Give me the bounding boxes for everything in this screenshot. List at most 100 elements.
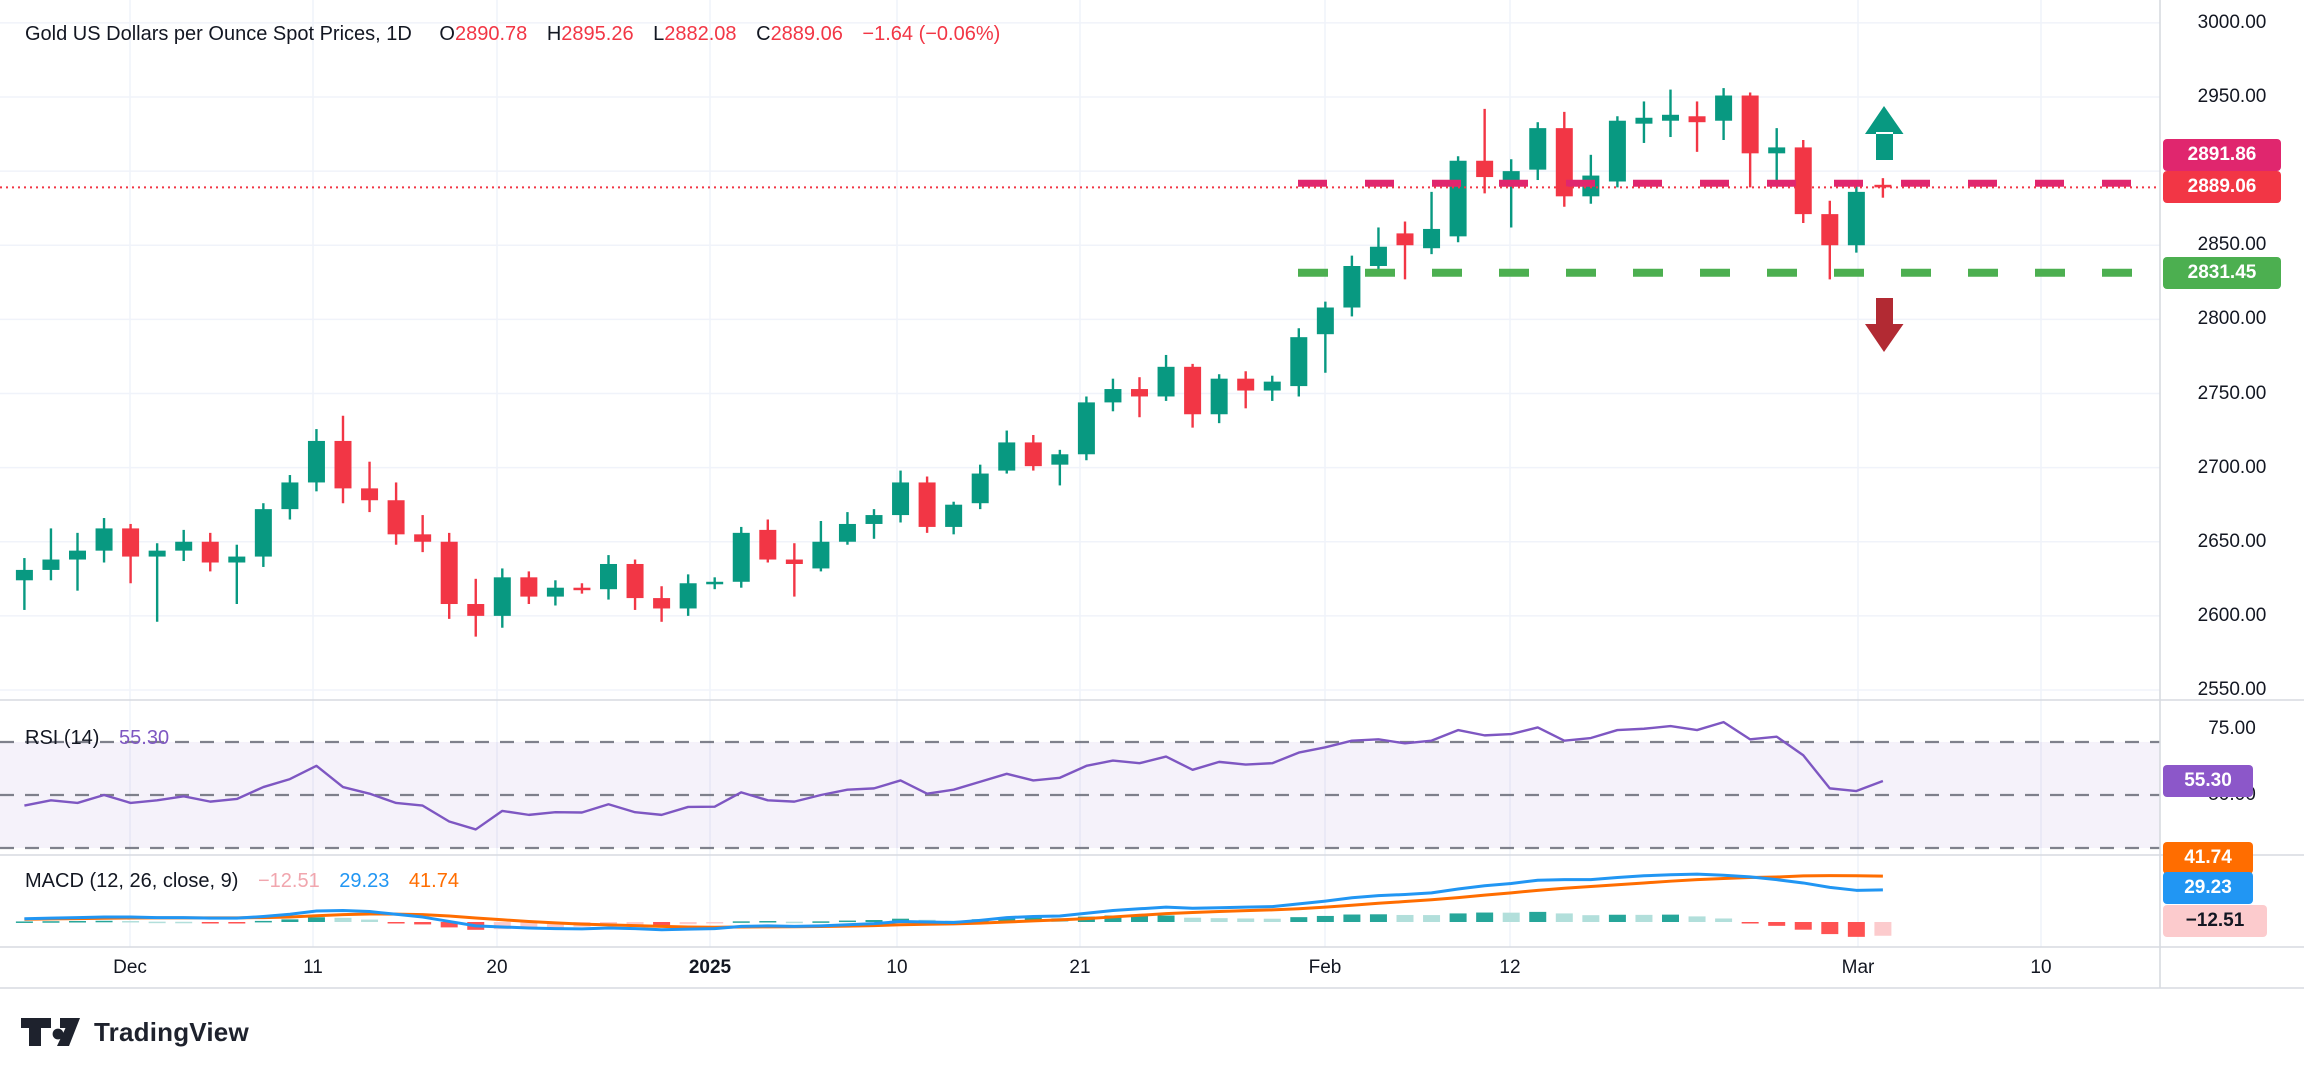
candle-body[interactable] (679, 583, 697, 609)
macd-histogram-bar (15, 921, 33, 923)
candle-body[interactable] (1396, 233, 1414, 246)
candle-body[interactable] (838, 523, 856, 542)
macd-legend[interactable]: MACD (12, 26, close, 9) −12.51 29.23 41.… (25, 870, 459, 893)
tradingview-logo[interactable]: TradingView (20, 1014, 249, 1050)
candle-body[interactable] (732, 532, 750, 582)
candle-body[interactable] (1529, 128, 1547, 170)
candle-body[interactable] (945, 504, 963, 527)
candle-body[interactable] (653, 598, 671, 609)
candle-body[interactable] (1210, 378, 1228, 415)
candle-body[interactable] (1157, 366, 1175, 397)
candle-body[interactable] (440, 541, 458, 605)
candle-body[interactable] (414, 534, 432, 542)
price-axis-label: 2600.00 (2197, 604, 2267, 626)
candle-body[interactable] (1794, 147, 1812, 215)
candle-body[interactable] (387, 500, 405, 535)
candle-body[interactable] (1821, 214, 1839, 246)
candle-body[interactable] (1104, 389, 1122, 403)
candle-body[interactable] (812, 541, 830, 569)
macd-histogram-bar (759, 921, 777, 923)
candle-body[interactable] (573, 587, 591, 591)
candle-body[interactable] (95, 528, 113, 551)
price-axis-label: 3000.00 (2197, 11, 2267, 33)
candle-body[interactable] (865, 515, 883, 524)
candle-body[interactable] (1237, 378, 1255, 391)
candle-body[interactable] (1316, 307, 1334, 335)
macd-hist-value: −12.51 (257, 870, 320, 892)
candle-body[interactable] (1343, 266, 1361, 308)
candle-body[interactable] (1555, 128, 1573, 197)
candle-body[interactable] (334, 440, 352, 489)
candle-body[interactable] (706, 581, 724, 585)
symbol-legend[interactable]: Gold US Dollars per Ounce Spot Prices, 1… (25, 23, 1000, 46)
macd-histogram-bar (1263, 918, 1281, 922)
macd-histogram-bar (520, 922, 538, 929)
candle-body[interactable] (1131, 389, 1148, 397)
rsi-legend[interactable]: RSI (14) 55.30 (25, 727, 169, 750)
candle-body[interactable] (122, 528, 140, 557)
price-axis-label: 2700.00 (2197, 456, 2267, 478)
candle-body[interactable] (1077, 402, 1095, 455)
candle-body[interactable] (520, 577, 538, 597)
candle-body[interactable] (201, 541, 219, 563)
candle-body[interactable] (1184, 366, 1202, 415)
candle-body[interactable] (281, 482, 299, 510)
candle-body[interactable] (228, 556, 246, 563)
candle-body[interactable] (361, 488, 379, 501)
candle-body[interactable] (546, 587, 564, 597)
candle-body[interactable] (1051, 454, 1069, 465)
candle-body[interactable] (1449, 160, 1467, 237)
macd-histogram-bar (706, 922, 724, 924)
candle-body[interactable] (1768, 147, 1786, 154)
candle-body[interactable] (307, 440, 325, 483)
candle-body[interactable] (493, 577, 511, 616)
candle-body[interactable] (1476, 160, 1494, 178)
candle-body[interactable] (42, 559, 60, 570)
candle-body[interactable] (1662, 114, 1679, 121)
macd-histogram-bar (1688, 916, 1706, 922)
candle-body[interactable] (15, 569, 33, 581)
candle-body[interactable] (1847, 191, 1865, 246)
candle-body[interactable] (759, 529, 777, 560)
candle-body[interactable] (918, 482, 936, 527)
macd-histogram-bar (175, 921, 193, 924)
candle-body[interactable] (1635, 117, 1653, 124)
candle-body[interactable] (785, 559, 803, 564)
candle-body[interactable] (1024, 442, 1042, 467)
candle-body[interactable] (1688, 116, 1706, 123)
candle-body[interactable] (998, 442, 1016, 471)
candle-body[interactable] (1741, 95, 1759, 154)
candle-body[interactable] (69, 550, 86, 560)
candle-body[interactable] (1715, 95, 1733, 121)
candle-body[interactable] (1263, 381, 1281, 391)
candle-body[interactable] (1502, 171, 1520, 182)
resistance-price-badge: 2891.86 (2163, 139, 2281, 171)
candle-body[interactable] (1290, 337, 1308, 387)
macd-histogram-bar (228, 922, 246, 924)
down-arrow-icon[interactable] (1865, 298, 1904, 352)
candle-body[interactable] (892, 482, 910, 516)
candle-body[interactable] (467, 604, 485, 616)
candle-body[interactable] (1369, 246, 1387, 267)
open-label: O (439, 23, 455, 45)
macd-histogram-bar (1874, 922, 1892, 936)
candle-body[interactable] (148, 550, 166, 557)
macd-histogram-bar (1555, 913, 1573, 922)
macd-histogram-bar (785, 921, 803, 924)
candle-body[interactable] (626, 563, 644, 599)
candle-body[interactable] (1608, 120, 1626, 182)
candle-body[interactable] (175, 541, 193, 551)
up-arrow-icon[interactable] (1865, 106, 1904, 160)
rsi-current-value: 55.30 (119, 727, 170, 749)
candle-body[interactable] (1874, 184, 1892, 188)
low-label: L (653, 23, 665, 45)
candle-body[interactable] (971, 473, 989, 504)
candle-body[interactable] (600, 563, 617, 590)
macd-histogram-bar (1741, 922, 1759, 924)
macd-histogram-bar (1396, 914, 1414, 922)
candle-body[interactable] (254, 509, 272, 557)
high-label: H (546, 23, 562, 45)
candle-body[interactable] (1423, 228, 1441, 249)
